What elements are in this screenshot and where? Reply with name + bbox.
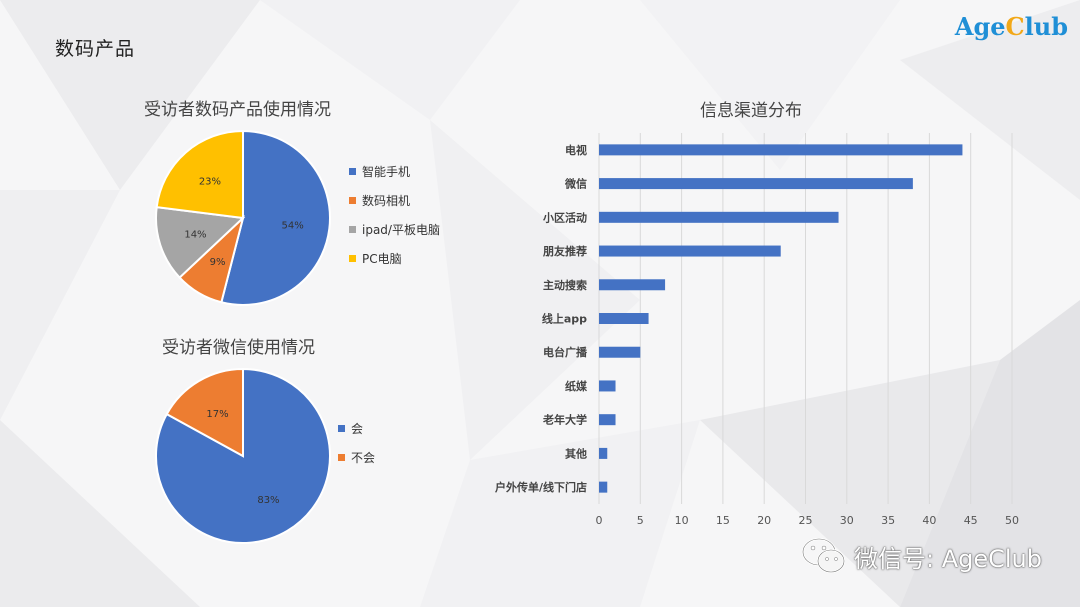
watermark-text: 微信号: AgeClub xyxy=(854,544,1043,573)
page-title: 数码产品 xyxy=(55,38,136,60)
wechat-watermark: 微信号: AgeClub xyxy=(800,536,1042,576)
legend-item: PC电脑 xyxy=(349,244,440,273)
ageclub-logo: AgeClub xyxy=(954,12,1068,41)
legend-label: 会 xyxy=(351,422,364,436)
legend-label: PC电脑 xyxy=(362,252,402,266)
legend-swatch xyxy=(349,168,356,175)
pie2-legend: 会不会 xyxy=(338,414,375,472)
bar-chart-title: 信息渠道分布 xyxy=(700,101,802,121)
legend-item: 不会 xyxy=(338,443,375,472)
pie1-title: 受访者数码产品使用情况 xyxy=(144,100,331,120)
legend-swatch xyxy=(349,197,356,204)
legend-label: 不会 xyxy=(351,451,376,465)
wechat-icon xyxy=(801,537,846,574)
legend-swatch xyxy=(338,425,345,432)
legend-swatch xyxy=(349,255,356,262)
legend-item: 数码相机 xyxy=(349,186,440,215)
legend-label: 智能手机 xyxy=(362,165,411,179)
legend-item: ipad/平板电脑 xyxy=(349,215,440,244)
legend-label: ipad/平板电脑 xyxy=(362,223,440,237)
legend-swatch xyxy=(338,454,345,461)
legend-label: 数码相机 xyxy=(362,194,411,208)
legend-swatch xyxy=(349,226,356,233)
legend-item: 智能手机 xyxy=(349,157,440,186)
legend-item: 会 xyxy=(338,414,375,443)
pie2-title: 受访者微信使用情况 xyxy=(162,338,315,358)
pie1-legend: 智能手机数码相机 ipad/平板电脑 PC电脑 xyxy=(349,157,440,273)
